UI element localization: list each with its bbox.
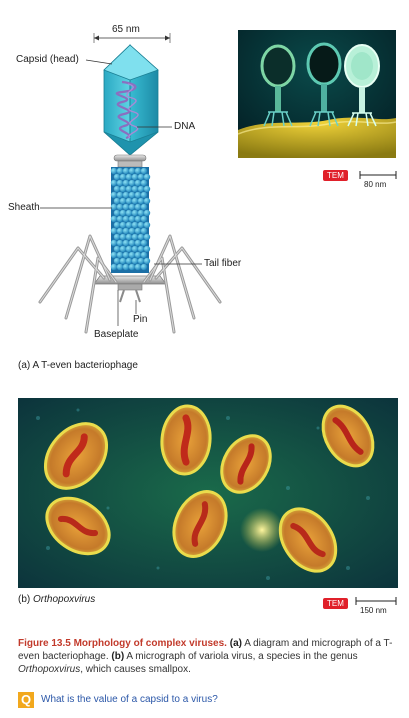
question-text: What is the value of a capsid to a virus… xyxy=(41,694,218,705)
caption-genus: Orthopoxvirus xyxy=(18,664,81,675)
sheath-label: Sheath xyxy=(8,202,40,213)
dna-label: DNA xyxy=(174,121,196,132)
bacteriophage-diagram xyxy=(38,33,222,334)
virion-6 xyxy=(172,490,228,558)
tem-badge-b: TEM xyxy=(323,598,348,609)
scale-bar-b xyxy=(355,597,397,605)
question-badge: Q xyxy=(18,692,34,708)
caption-b-text: A micrograph of variola virus, a species… xyxy=(124,651,358,662)
collar xyxy=(113,154,147,162)
part-b-title: (b) Orthopoxvirus xyxy=(18,594,95,605)
capsid-label: Capsid (head) xyxy=(16,54,79,65)
glow-spot xyxy=(240,508,284,552)
tem-badge-a: TEM xyxy=(323,170,348,181)
virion-3 xyxy=(220,434,272,494)
scale-label-a: 80 nm xyxy=(364,180,387,189)
caption-b-marker: (b) xyxy=(111,651,125,662)
scale-bar-a xyxy=(359,171,397,179)
virion-1 xyxy=(43,422,109,490)
virion-4 xyxy=(321,404,375,468)
figure-number: Figure 13.5 xyxy=(18,638,71,649)
part-b-prefix: (b) xyxy=(18,594,33,605)
caption-a-marker: (a) xyxy=(229,638,242,649)
virion-7 xyxy=(278,507,338,573)
part-b-genus: Orthopoxvirus xyxy=(33,594,96,605)
caption-a-text: A diagram and micrograph of a T-even bac… xyxy=(18,638,393,662)
virion-2 xyxy=(160,404,212,476)
scale-label-b: 150 nm xyxy=(360,606,387,615)
tail-fiber-label: Tail fiber xyxy=(204,258,242,269)
dna-coil xyxy=(115,80,137,140)
figure-title: Morphology of complex viruses. xyxy=(73,638,227,649)
part-a-title: (a) A T-even bacteriophage xyxy=(18,360,138,371)
virion-5 xyxy=(45,496,111,556)
pin-label: Pin xyxy=(133,314,148,325)
caption-b-end: , which causes smallpox. xyxy=(80,664,191,675)
orthopoxvirus-micrograph xyxy=(18,398,398,588)
sheath-beads xyxy=(110,167,151,273)
dimension-label: 65 nm xyxy=(112,24,140,35)
bacteriophage-micrograph xyxy=(238,30,396,158)
figure-caption: Figure 13.5 Morphology of complex viruse… xyxy=(18,637,396,676)
baseplate-label: Baseplate xyxy=(94,329,139,340)
